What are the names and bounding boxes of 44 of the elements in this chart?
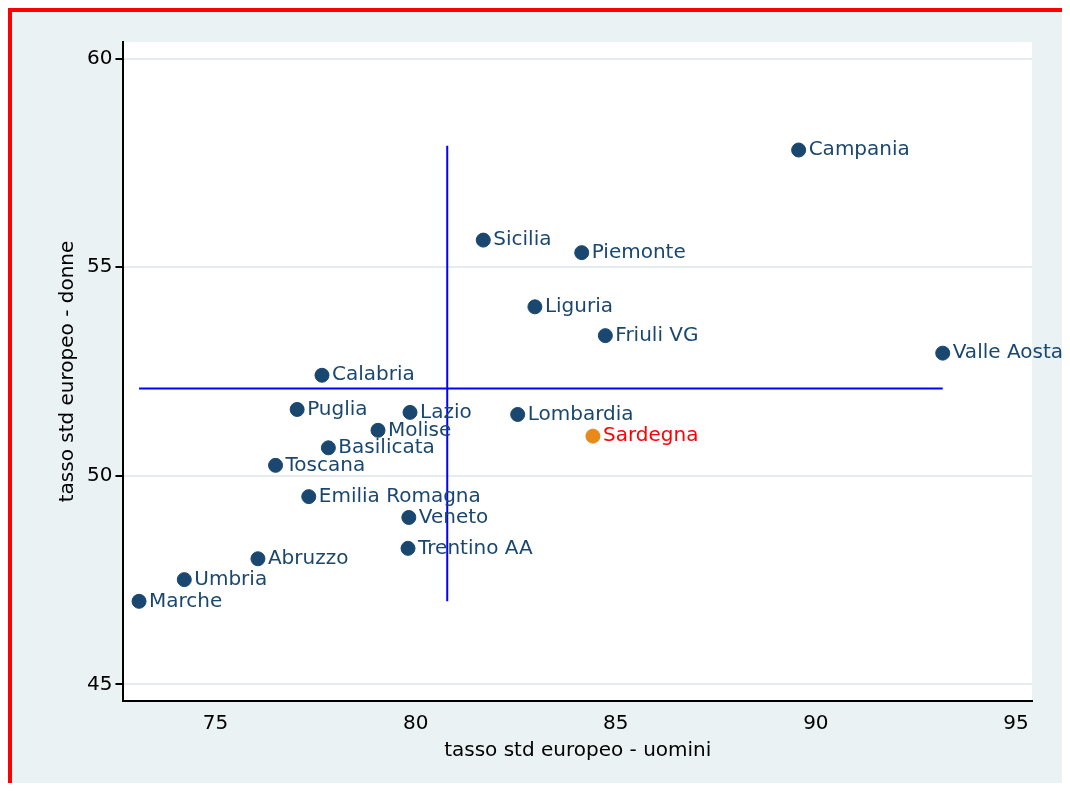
point <box>574 245 590 261</box>
point <box>791 142 807 158</box>
x-tick-label: 85 <box>603 710 629 735</box>
point <box>370 422 386 438</box>
point <box>401 509 417 525</box>
annotation: Puglia <box>307 395 368 420</box>
annotation: Marche <box>149 587 223 612</box>
point <box>527 299 543 315</box>
annotation: Abruzzo <box>267 544 349 569</box>
point <box>289 401 305 417</box>
x-tick-label: 95 <box>1003 710 1029 735</box>
y-tick-label: 50 <box>87 461 113 486</box>
annotation: Campania <box>808 136 910 161</box>
x-tick-label: 80 <box>402 710 429 735</box>
point <box>320 440 336 456</box>
annotation: Valle Aosta <box>952 339 1063 364</box>
y-axis-title: tasso std europeo - donne <box>54 240 79 503</box>
point <box>585 428 601 444</box>
y-tick-label: 60 <box>87 44 113 69</box>
point <box>131 593 147 609</box>
point <box>301 489 317 505</box>
annotation: Piemonte <box>591 238 686 263</box>
point <box>475 232 491 248</box>
point <box>400 540 416 556</box>
x-axis-title: tasso std europeo - uomini <box>444 737 712 762</box>
y-tick-label: 45 <box>87 670 113 695</box>
annotation: Liguria <box>544 293 614 318</box>
point <box>510 406 526 422</box>
point <box>314 367 330 383</box>
annotation: Lombardia <box>527 400 634 425</box>
x-tick-label: 75 <box>202 710 229 735</box>
point <box>597 328 613 344</box>
point <box>268 457 284 473</box>
point <box>402 404 418 420</box>
annotation: Friuli VG <box>615 321 699 346</box>
point <box>250 551 266 567</box>
annotation: Calabria <box>331 361 415 386</box>
series-label: Sardegna <box>602 422 699 447</box>
point <box>176 572 192 588</box>
annotation: Umbria <box>194 565 268 590</box>
y-tick-label: 55 <box>87 253 113 278</box>
annotation: Sicilia <box>493 226 552 251</box>
point <box>935 345 951 361</box>
x-tick-label: 90 <box>803 710 829 735</box>
